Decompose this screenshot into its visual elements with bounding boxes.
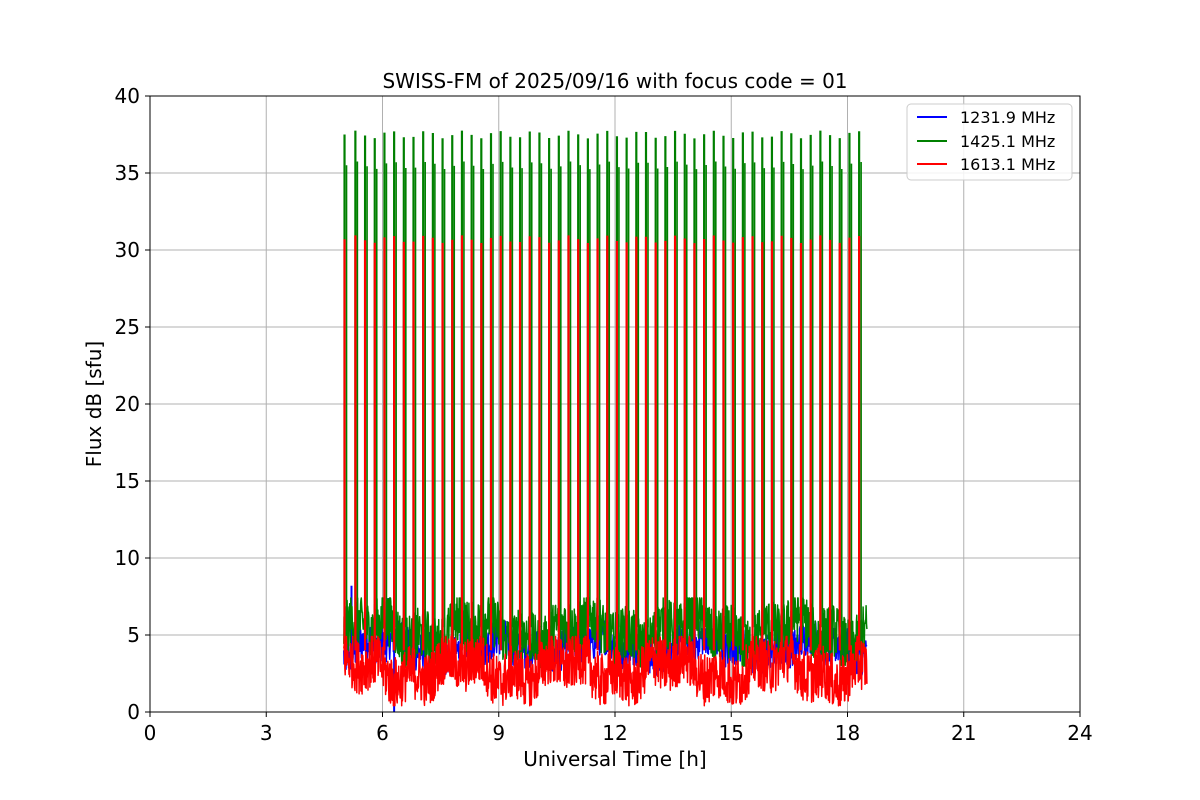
legend-label-1613: 1613.1 MHz: [960, 155, 1055, 174]
x-tick-label: 12: [602, 721, 627, 745]
y-tick-label: 10: [115, 546, 140, 570]
y-tick-label: 5: [127, 623, 140, 647]
legend-label-1231: 1231.9 MHz: [960, 108, 1055, 127]
x-tick-label: 15: [719, 721, 744, 745]
chart-title: SWISS-FM of 2025/09/16 with focus code =…: [382, 69, 847, 93]
x-tick-label: 24: [1067, 721, 1092, 745]
x-tick-label: 6: [376, 721, 389, 745]
legend-box: [906, 103, 1073, 181]
x-axis-title: Universal Time [h]: [523, 747, 706, 771]
legend: 1231.9 MHz 1425.1 MHz 1613.1 MHz: [906, 103, 1073, 181]
x-tick-label: 18: [835, 721, 860, 745]
y-tick-label: 30: [115, 238, 140, 262]
x-tick-label: 0: [144, 721, 157, 745]
y-axis-title: Flux dB [sfu]: [82, 341, 106, 467]
x-tick-label: 21: [951, 721, 976, 745]
x-tick-label: 3: [260, 721, 273, 745]
y-tick-label: 15: [115, 469, 140, 493]
series-layer: [343, 130, 868, 712]
y-tick-label: 40: [115, 84, 140, 108]
y-tick-label: 25: [115, 315, 140, 339]
series-noise-16131: [343, 635, 868, 707]
legend-label-1425: 1425.1 MHz: [960, 132, 1055, 151]
y-tick-label: 35: [115, 161, 140, 185]
x-tick-label: 9: [492, 721, 505, 745]
axis-ticks: 0 3 6 9 12 15 18 21 24 0 5 10 15 20 25 30 35 40: [115, 84, 1093, 745]
y-tick-label: 20: [115, 392, 140, 416]
y-tick-label: 0: [127, 700, 140, 724]
